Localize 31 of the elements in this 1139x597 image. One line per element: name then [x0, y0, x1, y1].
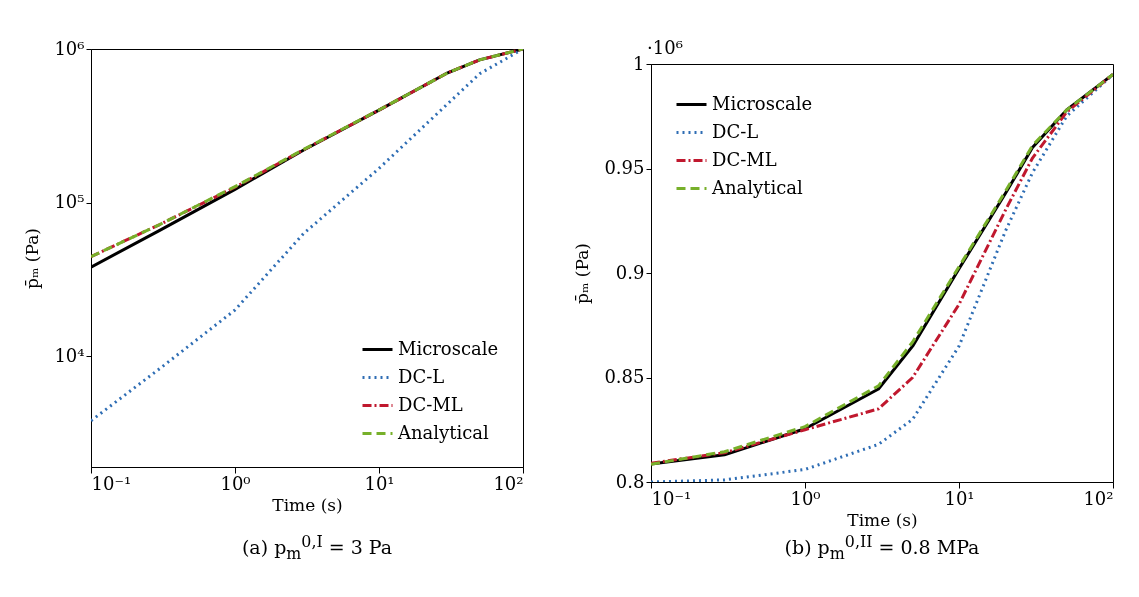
legend-label: DC-L — [712, 120, 759, 142]
x-axis-title: Time (s) — [272, 494, 343, 515]
y-tick-label: 0.85 — [604, 366, 645, 387]
legend-label: Microscale — [398, 337, 499, 359]
legend-label: Analytical — [397, 421, 490, 443]
legend-label: DC-ML — [398, 393, 463, 415]
text: ·10⁶ — [647, 37, 683, 58]
legend-label: Analytical — [711, 176, 804, 198]
x-tick-label: 10⁰ — [790, 487, 821, 509]
y-tick-label: 10⁶ — [54, 37, 85, 59]
legend-label: Microscale — [712, 92, 813, 114]
text: (a) p$_{m}$$^{0,I}$ = 3 Pa — [240, 532, 394, 564]
legend-label: DC-L — [398, 365, 445, 387]
y-axis-title: p̄ₘ (Pa) — [22, 228, 43, 289]
x-tick-label: 10² — [493, 472, 524, 494]
y-tick-label: 10⁴ — [54, 344, 85, 366]
y-tick-label: 0.95 — [604, 157, 645, 178]
x-tick-label: 10⁰ — [220, 472, 251, 494]
text: (b) p$_{m}$$^{0,II}$ = 0.8 MPa — [783, 532, 981, 564]
y-axis-title: p̄ₘ (Pa) — [572, 243, 593, 304]
y-tick-label: 0.9 — [615, 261, 645, 283]
legend-label: DC-ML — [712, 148, 777, 170]
y-tick-label: 1 — [633, 52, 645, 74]
y-tick-label: 0.8 — [615, 470, 645, 492]
y-tick-label: 10⁵ — [54, 191, 85, 213]
x-tick-label: 10¹ — [944, 487, 975, 509]
x-tick-label: 10⁻¹ — [651, 487, 692, 509]
x-axis-title: Time (s) — [847, 509, 918, 530]
x-tick-label: 10⁻¹ — [91, 472, 132, 494]
x-tick-label: 10² — [1083, 487, 1114, 509]
x-tick-label: 10¹ — [364, 472, 395, 494]
